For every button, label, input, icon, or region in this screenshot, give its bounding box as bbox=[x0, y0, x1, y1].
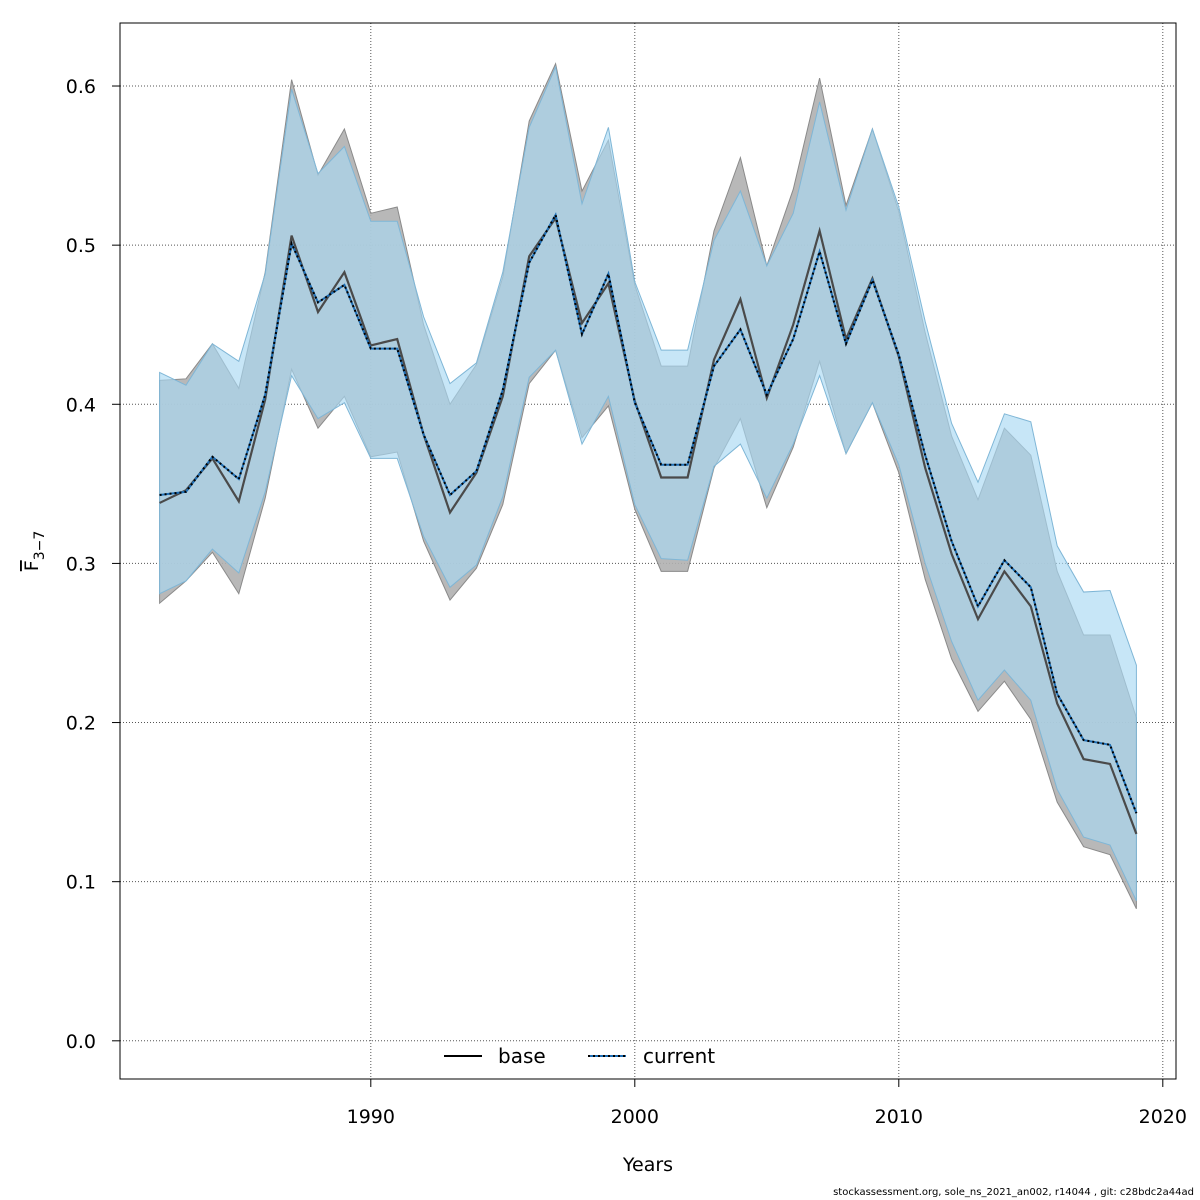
footer-note: stockassessment.org, sole_ns_2021_an002,… bbox=[833, 1187, 1194, 1198]
y-tick-label: 0.4 bbox=[66, 394, 96, 416]
y-tick-label: 0.6 bbox=[66, 76, 96, 98]
y-tick-label: 0.1 bbox=[66, 872, 96, 894]
band-current bbox=[159, 65, 1137, 901]
y-tick-label: 0.2 bbox=[66, 713, 96, 735]
line-current bbox=[159, 212, 1138, 814]
y-axis-title: F3−7 bbox=[21, 531, 48, 571]
x-tick-label: 2020 bbox=[1139, 1106, 1187, 1128]
svg-text:F3−7: F3−7 bbox=[21, 531, 48, 571]
plot-frame bbox=[119, 22, 1177, 1080]
confidence-bands bbox=[159, 62, 1137, 909]
x-tick-label: 1990 bbox=[347, 1106, 395, 1128]
y-tick-label: 0.0 bbox=[66, 1031, 96, 1053]
legend-base-label: base bbox=[498, 1044, 546, 1068]
line-base bbox=[159, 215, 1138, 835]
x-axis-title: Years bbox=[622, 1154, 673, 1176]
series-lines bbox=[159, 212, 1138, 835]
axes: 0.0 0.1 0.2 0.3 0.4 0.5 0.6 1990 2000 2010 2020 bbox=[66, 76, 1187, 1128]
y-axis-title-subscript: 3−7 bbox=[32, 531, 48, 561]
y-tick-label: 0.5 bbox=[66, 235, 96, 257]
x-tick-label: 2010 bbox=[875, 1106, 923, 1128]
legend: base current bbox=[444, 1044, 715, 1068]
y-axis-title-main: F bbox=[21, 560, 43, 571]
y-tick-label: 0.3 bbox=[66, 553, 96, 575]
legend-current-label: current bbox=[643, 1044, 715, 1068]
x-tick-label: 2000 bbox=[611, 1106, 659, 1128]
